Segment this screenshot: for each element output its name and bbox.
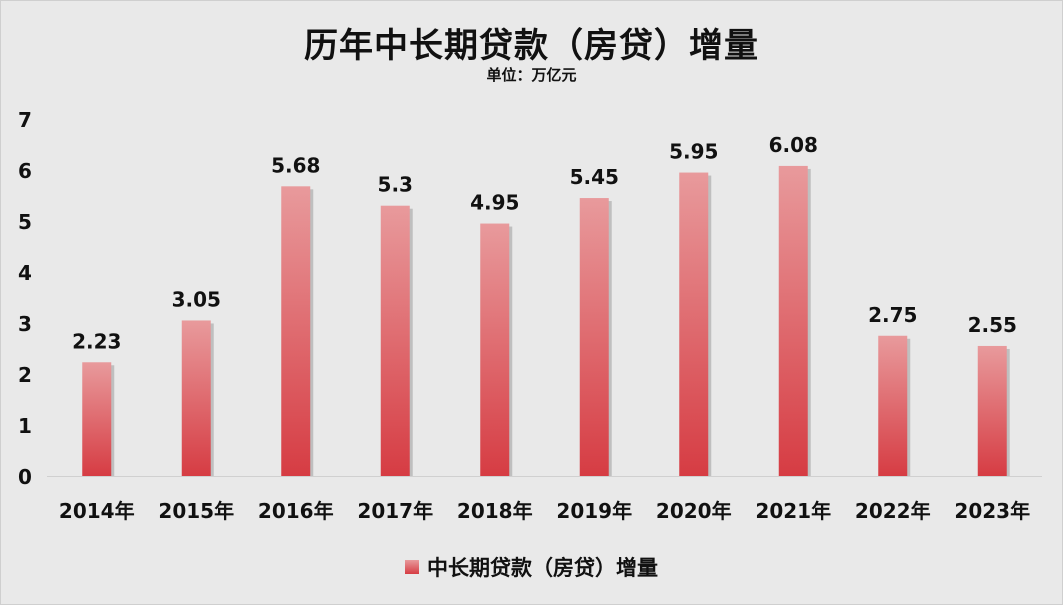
data-label: 3.05 — [172, 287, 221, 311]
data-label: 5.68 — [271, 153, 320, 177]
bar — [878, 335, 908, 476]
x-tick-label: 2018年 — [457, 499, 533, 523]
y-tick-label: 1 — [18, 414, 32, 438]
x-tick-label: 2014年 — [59, 499, 135, 523]
bar — [579, 198, 609, 477]
data-label: 5.3 — [378, 173, 413, 197]
y-tick-label: 2 — [18, 363, 32, 387]
bar — [679, 172, 709, 477]
data-label: 5.45 — [570, 165, 619, 189]
bar — [281, 186, 311, 476]
x-tick-label: 2016年 — [258, 499, 334, 523]
y-tick-label: 3 — [18, 312, 32, 336]
data-label: 2.23 — [72, 329, 121, 353]
data-label: 2.55 — [968, 313, 1017, 337]
x-tick-label: 2023年 — [954, 499, 1030, 523]
bar — [480, 223, 510, 476]
data-label: 4.95 — [470, 191, 519, 215]
chart-subtitle: 单位：万亿元 — [486, 66, 577, 84]
x-tick-label: 2021年 — [755, 499, 831, 523]
x-tick-label: 2019年 — [556, 499, 632, 523]
bar — [977, 345, 1007, 476]
legend: 中长期贷款（房贷）增量 — [0, 552, 1063, 582]
bar — [82, 362, 112, 476]
data-label: 5.95 — [669, 140, 718, 164]
bar — [778, 165, 808, 477]
y-tick-label: 5 — [18, 210, 32, 234]
legend-label: 中长期贷款（房贷）增量 — [427, 556, 658, 580]
data-label: 2.75 — [868, 303, 917, 327]
chart-title: 历年中长期贷款（房贷）增量 — [304, 26, 759, 66]
y-tick-label: 0 — [18, 465, 32, 489]
x-tick-label: 2017年 — [357, 499, 433, 523]
legend-swatch — [405, 560, 419, 574]
x-tick-label: 2022年 — [855, 499, 931, 523]
bar — [380, 205, 410, 476]
x-tick-label: 2015年 — [158, 499, 234, 523]
bar — [181, 320, 211, 476]
y-tick-label: 7 — [18, 108, 32, 132]
y-tick-label: 4 — [18, 261, 32, 285]
data-label: 6.08 — [769, 133, 818, 157]
x-tick-label: 2020年 — [656, 499, 732, 523]
y-tick-label: 6 — [18, 159, 32, 183]
